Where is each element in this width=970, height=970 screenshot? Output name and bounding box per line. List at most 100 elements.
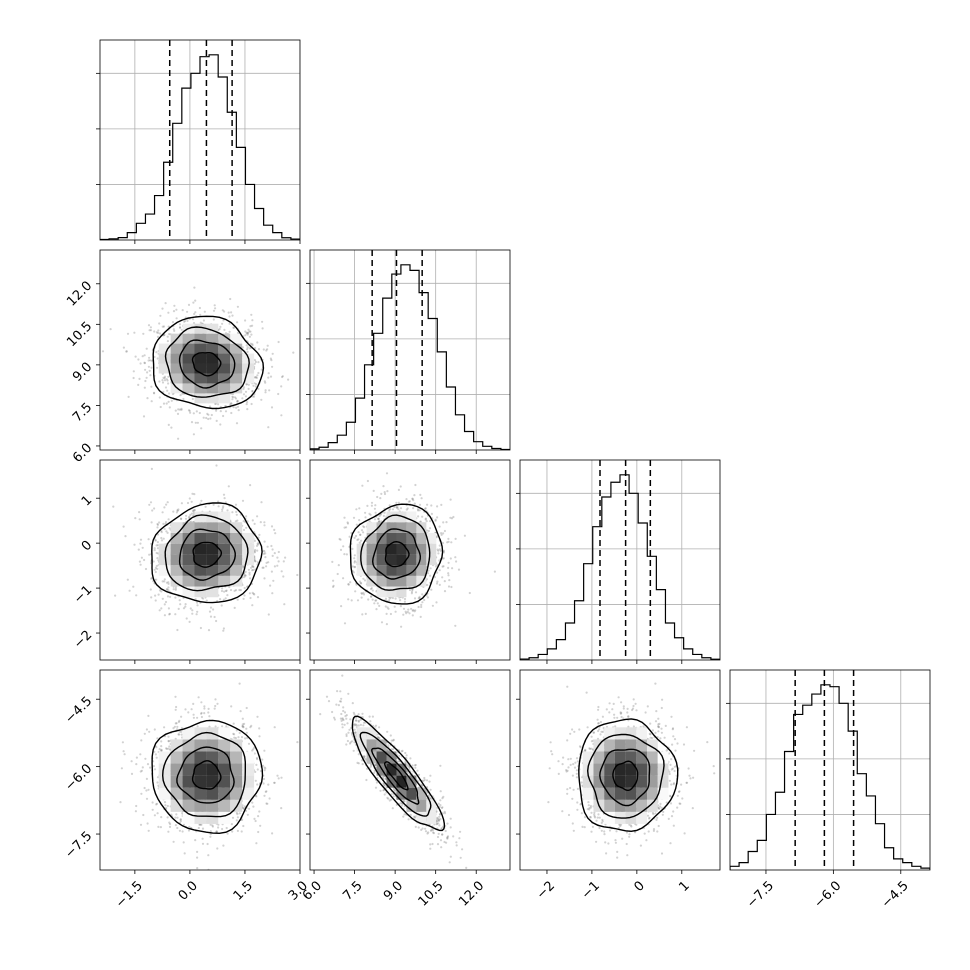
sample-point <box>144 379 147 383</box>
sample-point <box>251 801 254 804</box>
sample-point <box>276 564 279 567</box>
sample-point <box>156 781 159 784</box>
sample-point <box>252 748 255 751</box>
sample-point <box>134 355 137 358</box>
sample-point <box>160 539 164 542</box>
sample-point <box>414 609 417 612</box>
sample-point <box>272 579 275 582</box>
sample-point <box>163 603 166 606</box>
sample-point <box>410 607 413 611</box>
sample-point <box>168 406 171 409</box>
sample-point <box>167 589 170 592</box>
sample-point <box>387 607 390 610</box>
histogram-line <box>100 54 300 240</box>
sample-point <box>139 362 142 365</box>
sample-point <box>356 599 360 602</box>
sample-point <box>156 366 159 369</box>
sample-point <box>256 341 259 344</box>
sample-point <box>231 398 234 401</box>
density-cell <box>376 532 387 544</box>
sample-point <box>244 395 247 398</box>
sample-point <box>215 830 218 833</box>
sample-point <box>405 498 408 501</box>
sample-point <box>150 576 153 580</box>
sample-point <box>360 592 364 595</box>
sample-point <box>437 552 440 555</box>
density-cell <box>170 532 183 544</box>
sample-point <box>150 467 153 470</box>
sample-point <box>440 533 443 537</box>
sample-point <box>193 509 196 512</box>
sample-point <box>209 833 212 836</box>
density-cell <box>356 554 367 566</box>
sample-point <box>269 357 272 360</box>
sample-point <box>245 344 248 347</box>
sample-point <box>223 328 226 331</box>
sample-point <box>376 602 379 605</box>
density-cell <box>182 532 195 544</box>
sample-point <box>430 512 433 516</box>
sample-point <box>200 715 203 719</box>
sample-point <box>191 492 194 495</box>
sample-point <box>126 578 129 581</box>
density-cell <box>194 393 207 404</box>
sample-point <box>243 594 246 597</box>
sample-point <box>177 437 180 440</box>
contour-line <box>349 503 444 605</box>
density-cell <box>366 532 377 544</box>
density-cell <box>416 532 427 544</box>
sample-point <box>410 592 413 595</box>
sample-point <box>163 379 167 382</box>
sample-point <box>358 519 361 522</box>
sample-point <box>370 587 373 590</box>
sample-point <box>175 511 178 514</box>
sample-point <box>217 505 220 508</box>
sample-point <box>260 368 263 371</box>
sample-point <box>373 602 376 605</box>
sample-point <box>273 565 276 568</box>
sample-point <box>188 409 191 412</box>
sample-point <box>176 509 179 512</box>
sample-point <box>436 580 439 583</box>
density-cell <box>426 532 437 544</box>
sample-point <box>429 520 432 523</box>
sample-point <box>384 605 387 608</box>
sample-point <box>447 540 450 543</box>
density-cell <box>218 373 231 384</box>
sample-point <box>380 492 383 495</box>
sample-point <box>148 329 151 332</box>
sample-point <box>391 508 395 511</box>
sample-point <box>179 818 182 821</box>
sample-point <box>143 361 146 364</box>
sample-point <box>447 561 450 564</box>
sample-point <box>370 504 373 507</box>
sample-point <box>245 515 248 518</box>
sample-point <box>254 560 257 563</box>
sample-point <box>145 347 148 350</box>
sample-point <box>214 307 217 310</box>
sample-point <box>143 558 146 562</box>
sample-point <box>400 625 403 628</box>
sample-point <box>153 768 157 771</box>
density-cell <box>182 554 195 566</box>
sample-point <box>162 522 165 526</box>
contour-line <box>384 540 410 568</box>
sample-point <box>355 523 358 526</box>
sample-point <box>359 533 362 537</box>
sample-point <box>203 310 206 313</box>
sample-point <box>388 504 391 507</box>
sample-point <box>343 622 347 625</box>
sample-point <box>160 590 163 593</box>
sample-point <box>426 596 429 599</box>
sample-point <box>241 397 244 400</box>
sample-point <box>363 579 367 582</box>
sample-point <box>228 330 231 333</box>
sample-point <box>441 541 444 545</box>
sample-point <box>271 548 274 551</box>
sample-point <box>237 736 240 739</box>
sample-point <box>248 807 251 810</box>
sample-point <box>176 816 179 819</box>
sample-point <box>206 412 209 415</box>
sample-point <box>251 565 255 568</box>
sample-point <box>155 564 158 568</box>
